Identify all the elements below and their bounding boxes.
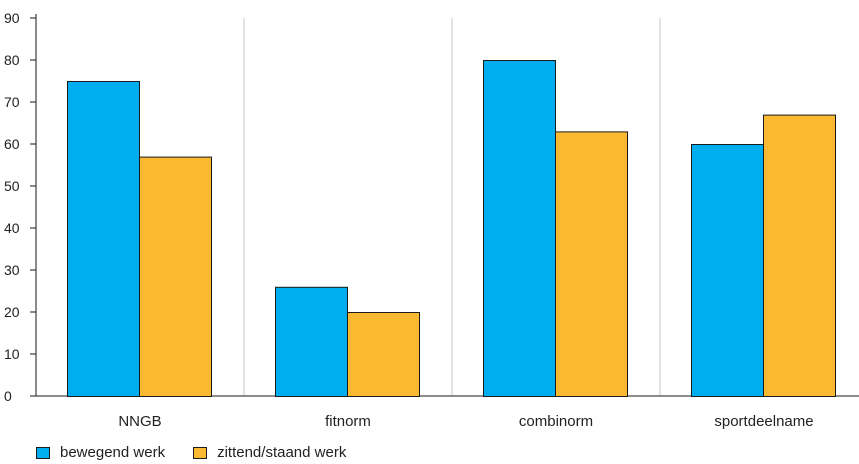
x-category-label: combinorm (519, 413, 593, 430)
y-tick-label: 30 (4, 262, 20, 278)
bar-bewegend (67, 81, 140, 397)
x-category-label: sportdeelname (714, 413, 813, 430)
legend-item-bewegend: bewegend werk (36, 444, 165, 461)
y-tick-label: 80 (4, 52, 20, 68)
legend-swatch-bewegend (36, 446, 50, 459)
y-tick-label: 50 (4, 178, 20, 194)
legend-item-zittend: zittend/staand werk (193, 444, 346, 461)
bar-zittend (555, 131, 628, 397)
legend-label-bewegend: bewegend werk (60, 444, 166, 461)
bar-bewegend (483, 60, 556, 397)
bar-bewegend (691, 144, 764, 397)
bar-zittend (139, 156, 212, 397)
y-tick-label: 90 (4, 10, 20, 26)
y-tick-label: 60 (4, 136, 20, 152)
x-category-label: NNGB (118, 413, 161, 430)
bar-zittend (763, 114, 836, 397)
y-tick-label: 70 (4, 94, 20, 110)
y-tick-label: 20 (4, 304, 20, 320)
legend-label-zittend: zittend/staand werk (217, 444, 347, 461)
legend: bewegend werk zittend/staand werk (36, 444, 374, 461)
legend-swatch-zittend (193, 446, 208, 459)
bar-bewegend (275, 286, 348, 397)
y-tick-label: 0 (4, 388, 12, 404)
y-tick-label: 40 (4, 220, 20, 236)
y-tick-label: 10 (4, 346, 20, 362)
x-category-label: fitnorm (325, 413, 371, 430)
bar-zittend (347, 312, 420, 397)
